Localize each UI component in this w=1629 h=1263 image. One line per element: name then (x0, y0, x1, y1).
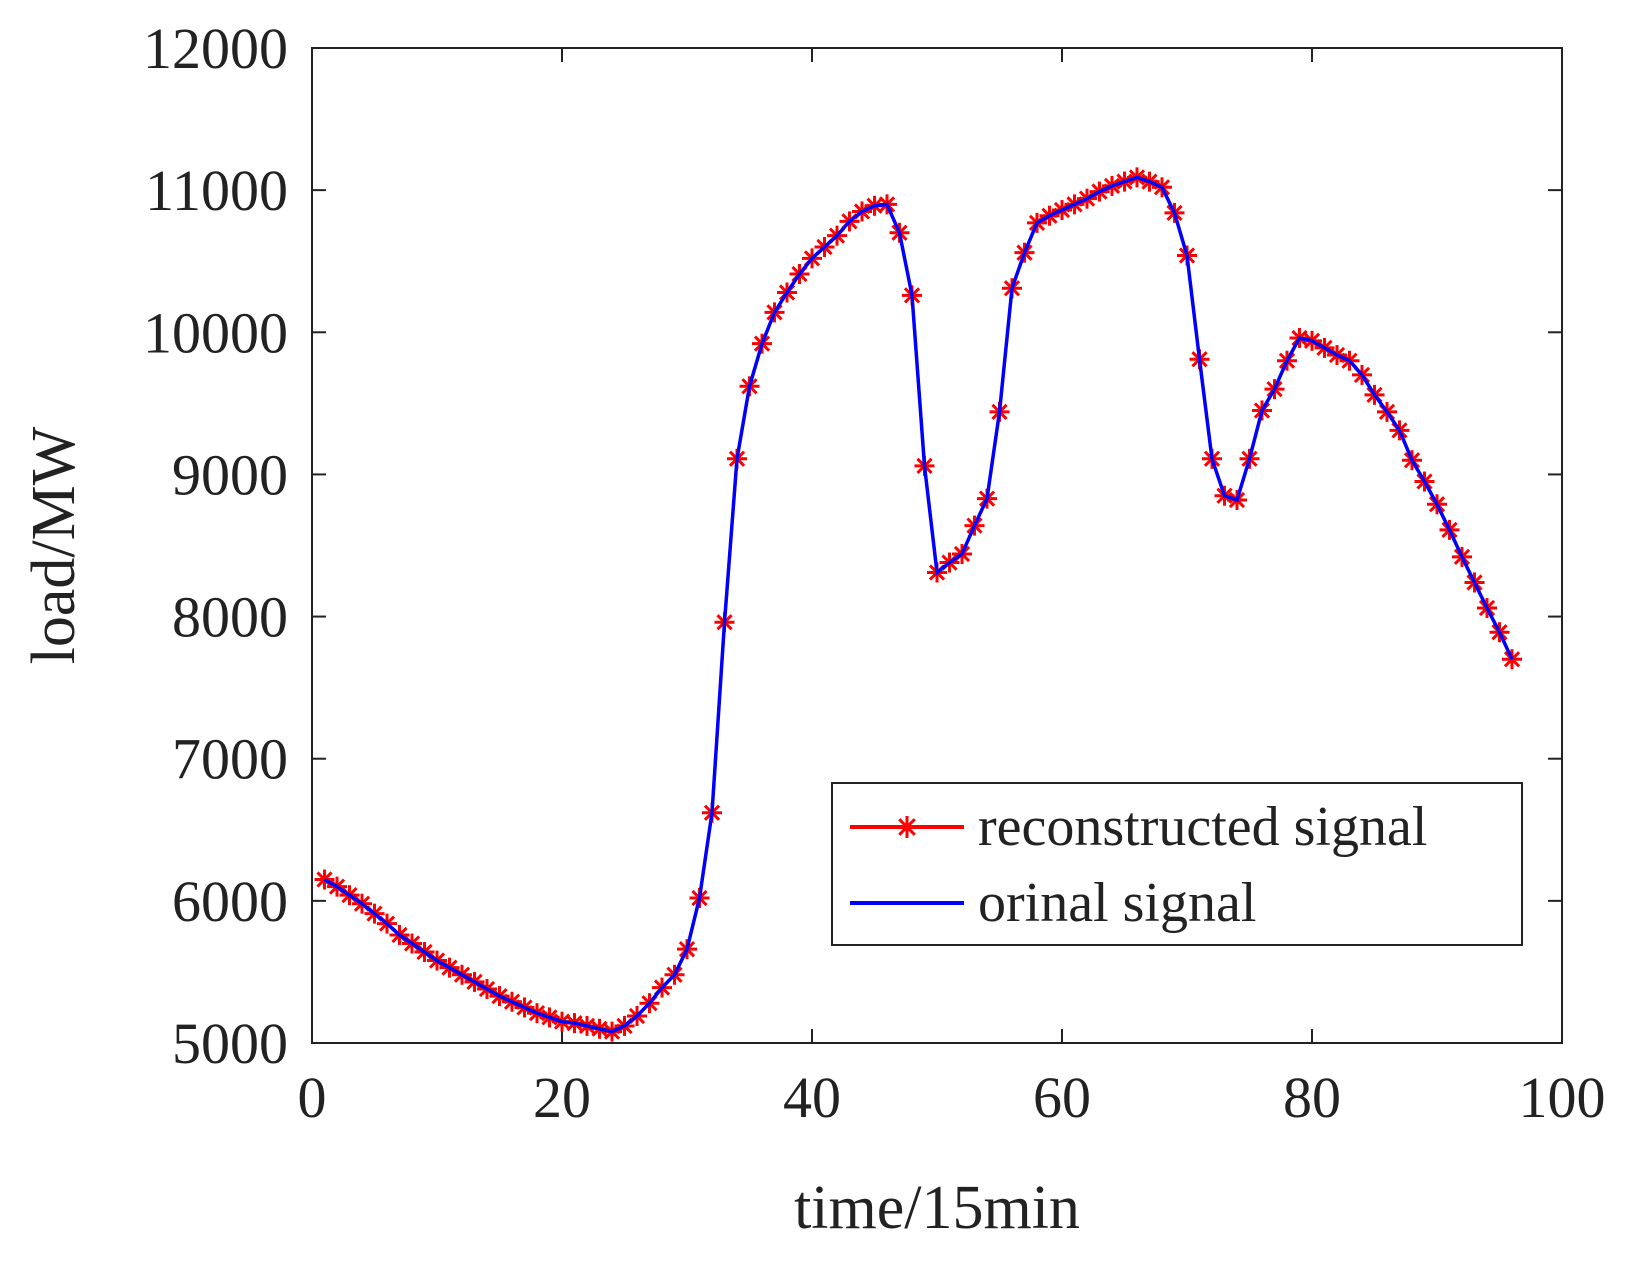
x-tick-label: 0 (298, 1065, 327, 1130)
tick-labels: 0 20 40 60 80 100 5000 6000 7000 8000 9000 10000 110… (143, 16, 1606, 1130)
series-line-original (323, 175, 1514, 1034)
y-tick-label: 12000 (143, 16, 288, 81)
x-axis-title: time/15min (794, 1174, 1080, 1242)
legend-label-original: orinal signal (978, 872, 1256, 934)
x-tick-label: 40 (783, 1065, 841, 1130)
y-axis-title: load/MW (20, 426, 88, 664)
plot-frame (311, 47, 1563, 1044)
legend-marker-reconstructed (896, 816, 918, 838)
x-tick-label: 60 (1033, 1065, 1091, 1130)
data-point-reconstructed (1502, 649, 1522, 670)
legend-entries (850, 816, 964, 905)
series-layer (314, 167, 1522, 1042)
y-tick-label: 6000 (172, 869, 288, 934)
legend: reconstructed signal orinal signal (831, 782, 1523, 946)
y-tick-label: 11000 (145, 158, 288, 223)
y-tick-label: 5000 (172, 1011, 288, 1076)
y-tick-label: 8000 (172, 585, 288, 650)
legend-box (831, 782, 1523, 946)
y-tick-label: 10000 (143, 300, 288, 365)
x-tick-label: 20 (533, 1065, 591, 1130)
y-tick-label: 9000 (172, 442, 288, 507)
x-tick-label: 80 (1283, 1065, 1341, 1130)
y-tick-label: 7000 (172, 727, 288, 792)
legend-label-reconstructed: reconstructed signal (978, 796, 1427, 858)
x-tick-label: 100 (1519, 1065, 1606, 1130)
